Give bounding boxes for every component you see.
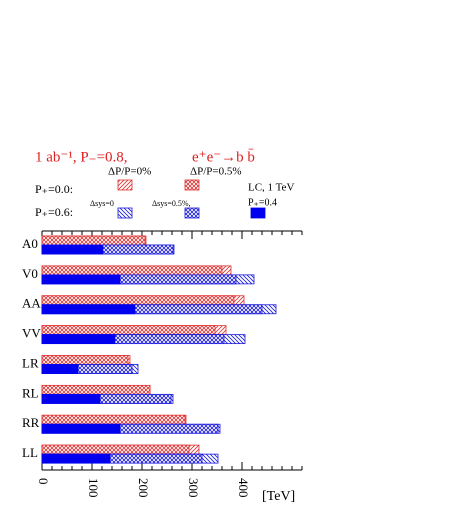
legend-row-label: P₊=0.6: xyxy=(35,205,73,219)
bar xyxy=(41,325,216,336)
bar xyxy=(41,274,121,285)
legend-swatch xyxy=(184,207,200,219)
legend-swatch xyxy=(117,207,133,219)
annotation: P₊=0.4 xyxy=(248,197,277,208)
legend-swatch xyxy=(117,179,133,191)
y-tick-label: LR xyxy=(22,355,39,370)
legend-label: Δsys=0.5%, xyxy=(152,199,191,208)
x-tick-label: 400 xyxy=(236,478,251,498)
bar xyxy=(41,244,104,255)
x-tick-label: 100 xyxy=(86,478,101,498)
y-tick-label: RR xyxy=(22,415,40,430)
bar xyxy=(41,393,101,404)
legend-label: LC, 1 TeV xyxy=(248,182,294,194)
x-tick-label: 300 xyxy=(186,478,201,498)
bar xyxy=(41,265,223,276)
y-tick-label: LL xyxy=(22,445,38,460)
legend-label: ΔP/P=0% xyxy=(108,166,151,178)
chart-title: 1 ab⁻¹, P₋=0.8, xyxy=(35,149,128,165)
process-label: e⁺e⁻→b b̄ xyxy=(192,149,255,165)
legend-swatch xyxy=(250,207,266,219)
y-tick-label: RL xyxy=(22,385,39,400)
x-tick-label: 200 xyxy=(136,478,151,498)
bar xyxy=(41,304,136,315)
y-tick-label: AA xyxy=(22,296,41,311)
legend-swatch xyxy=(184,179,200,191)
bar xyxy=(41,384,151,395)
y-tick-label: V0 xyxy=(22,266,38,281)
bar xyxy=(41,355,129,365)
bar xyxy=(41,444,190,455)
bar xyxy=(41,235,146,246)
y-tick-label: VV xyxy=(22,326,41,341)
y-tick-label: A0 xyxy=(22,236,38,251)
legend-label: Δsys=0 xyxy=(90,199,114,208)
x-tick-label: 0 xyxy=(36,478,51,485)
bar xyxy=(41,295,235,306)
legend-label: ΔP/P=0.5% xyxy=(190,166,241,178)
legend-row-label: P₊=0.0: xyxy=(35,182,73,196)
bar xyxy=(41,423,121,434)
bar xyxy=(41,453,111,464)
bar xyxy=(41,364,79,374)
bar xyxy=(41,414,186,425)
x-axis-label: [TeV] xyxy=(262,489,295,504)
bar xyxy=(41,334,116,345)
